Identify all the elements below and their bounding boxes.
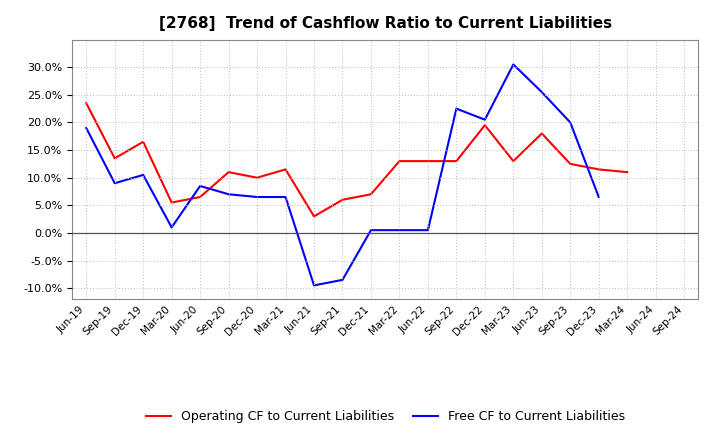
Operating CF to Current Liabilities: [366, 191, 375, 197]
Free CF to Current Liabilities: [167, 225, 176, 230]
Operating CF to Current Liabilities: [110, 156, 119, 161]
Operating CF to Current Liabilities: [225, 169, 233, 175]
Free CF to Current Liabilities: [566, 120, 575, 125]
Operating CF to Current Liabilities: [253, 175, 261, 180]
Free CF to Current Liabilities: [480, 117, 489, 122]
Free CF to Current Liabilities: [452, 106, 461, 111]
Free CF to Current Liabilities: [310, 283, 318, 288]
Operating CF to Current Liabilities: [623, 169, 631, 175]
Free CF to Current Liabilities: [338, 277, 347, 282]
Operating CF to Current Liabilities: [167, 200, 176, 205]
Operating CF to Current Liabilities: [566, 161, 575, 166]
Operating CF to Current Liabilities: [196, 194, 204, 200]
Title: [2768]  Trend of Cashflow Ratio to Current Liabilities: [2768] Trend of Cashflow Ratio to Curren…: [158, 16, 612, 32]
Operating CF to Current Liabilities: [452, 158, 461, 164]
Operating CF to Current Liabilities: [509, 158, 518, 164]
Free CF to Current Liabilities: [423, 227, 432, 233]
Free CF to Current Liabilities: [82, 125, 91, 131]
Operating CF to Current Liabilities: [395, 158, 404, 164]
Line: Operating CF to Current Liabilities: Operating CF to Current Liabilities: [86, 103, 627, 216]
Operating CF to Current Liabilities: [282, 167, 290, 172]
Free CF to Current Liabilities: [537, 89, 546, 95]
Free CF to Current Liabilities: [196, 183, 204, 189]
Free CF to Current Liabilities: [366, 227, 375, 233]
Operating CF to Current Liabilities: [139, 139, 148, 144]
Line: Free CF to Current Liabilities: Free CF to Current Liabilities: [86, 64, 599, 286]
Operating CF to Current Liabilities: [537, 131, 546, 136]
Legend: Operating CF to Current Liabilities, Free CF to Current Liabilities: Operating CF to Current Liabilities, Fre…: [140, 405, 630, 428]
Free CF to Current Liabilities: [110, 180, 119, 186]
Free CF to Current Liabilities: [282, 194, 290, 200]
Free CF to Current Liabilities: [253, 194, 261, 200]
Operating CF to Current Liabilities: [338, 197, 347, 202]
Operating CF to Current Liabilities: [423, 158, 432, 164]
Operating CF to Current Liabilities: [82, 100, 91, 106]
Free CF to Current Liabilities: [225, 191, 233, 197]
Free CF to Current Liabilities: [395, 227, 404, 233]
Operating CF to Current Liabilities: [480, 123, 489, 128]
Free CF to Current Liabilities: [595, 194, 603, 200]
Operating CF to Current Liabilities: [310, 214, 318, 219]
Free CF to Current Liabilities: [139, 172, 148, 178]
Operating CF to Current Liabilities: [595, 167, 603, 172]
Free CF to Current Liabilities: [509, 62, 518, 67]
